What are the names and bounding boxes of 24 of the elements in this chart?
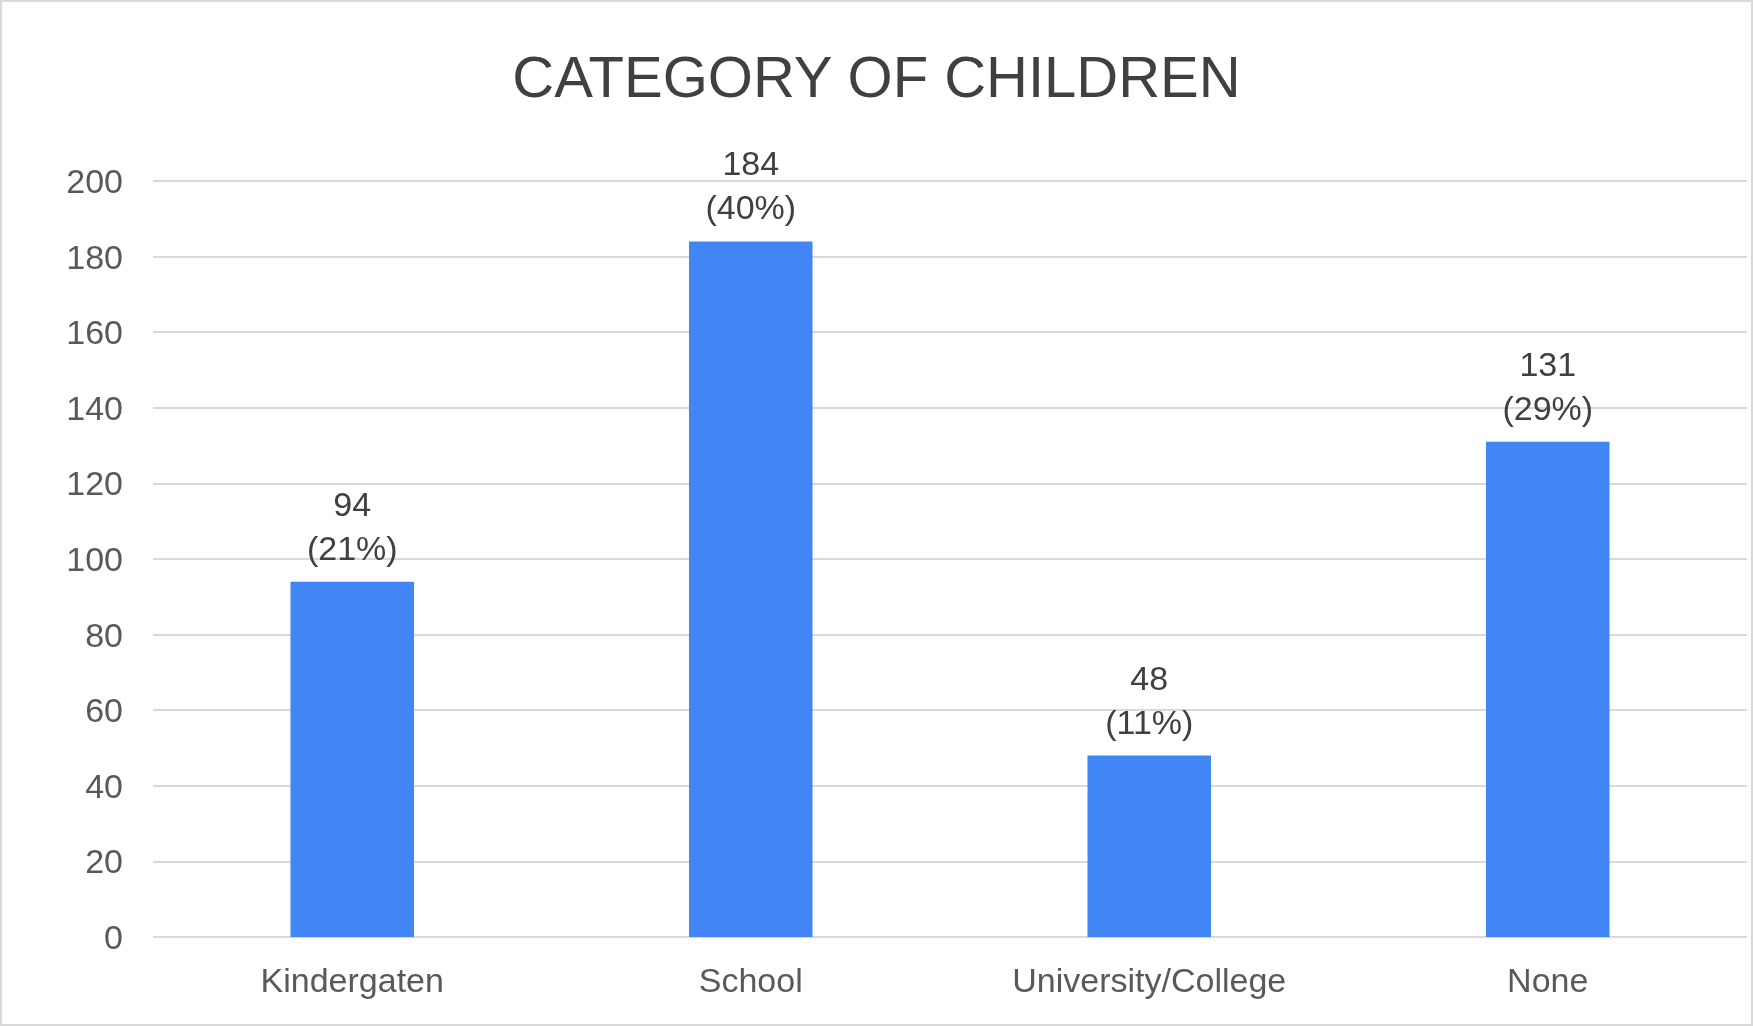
- bar: [688, 241, 813, 937]
- bar: [1485, 441, 1610, 937]
- data-label: 48 (11%): [1105, 658, 1194, 741]
- data-label: 94 (21%): [306, 484, 398, 567]
- x-tick-label: University/College: [1012, 961, 1287, 999]
- bar: [1087, 755, 1212, 937]
- bar: [290, 581, 415, 937]
- y-tick-label: 80: [85, 615, 123, 654]
- y-tick-label: 20: [85, 842, 123, 881]
- x-tick-label: None: [1507, 961, 1589, 999]
- chart-title: CATEGORY OF CHILDREN: [512, 43, 1241, 109]
- x-tick-label: School: [698, 961, 803, 999]
- y-tick-label: 200: [66, 162, 123, 200]
- y-tick-label: 40: [85, 766, 123, 805]
- y-tick-label: 180: [66, 237, 123, 276]
- x-tick-label: Kindergaten: [260, 961, 444, 999]
- y-tick-label: 140: [66, 388, 123, 427]
- y-tick-label: 120: [66, 464, 123, 503]
- y-tick-label: 100: [66, 540, 123, 578]
- data-label: 184 (40%): [705, 144, 797, 227]
- y-tick-label: 0: [104, 918, 123, 956]
- data-label: 131 (29%): [1502, 344, 1594, 427]
- y-tick-label: 60: [85, 691, 123, 730]
- y-tick-label: 160: [66, 313, 123, 352]
